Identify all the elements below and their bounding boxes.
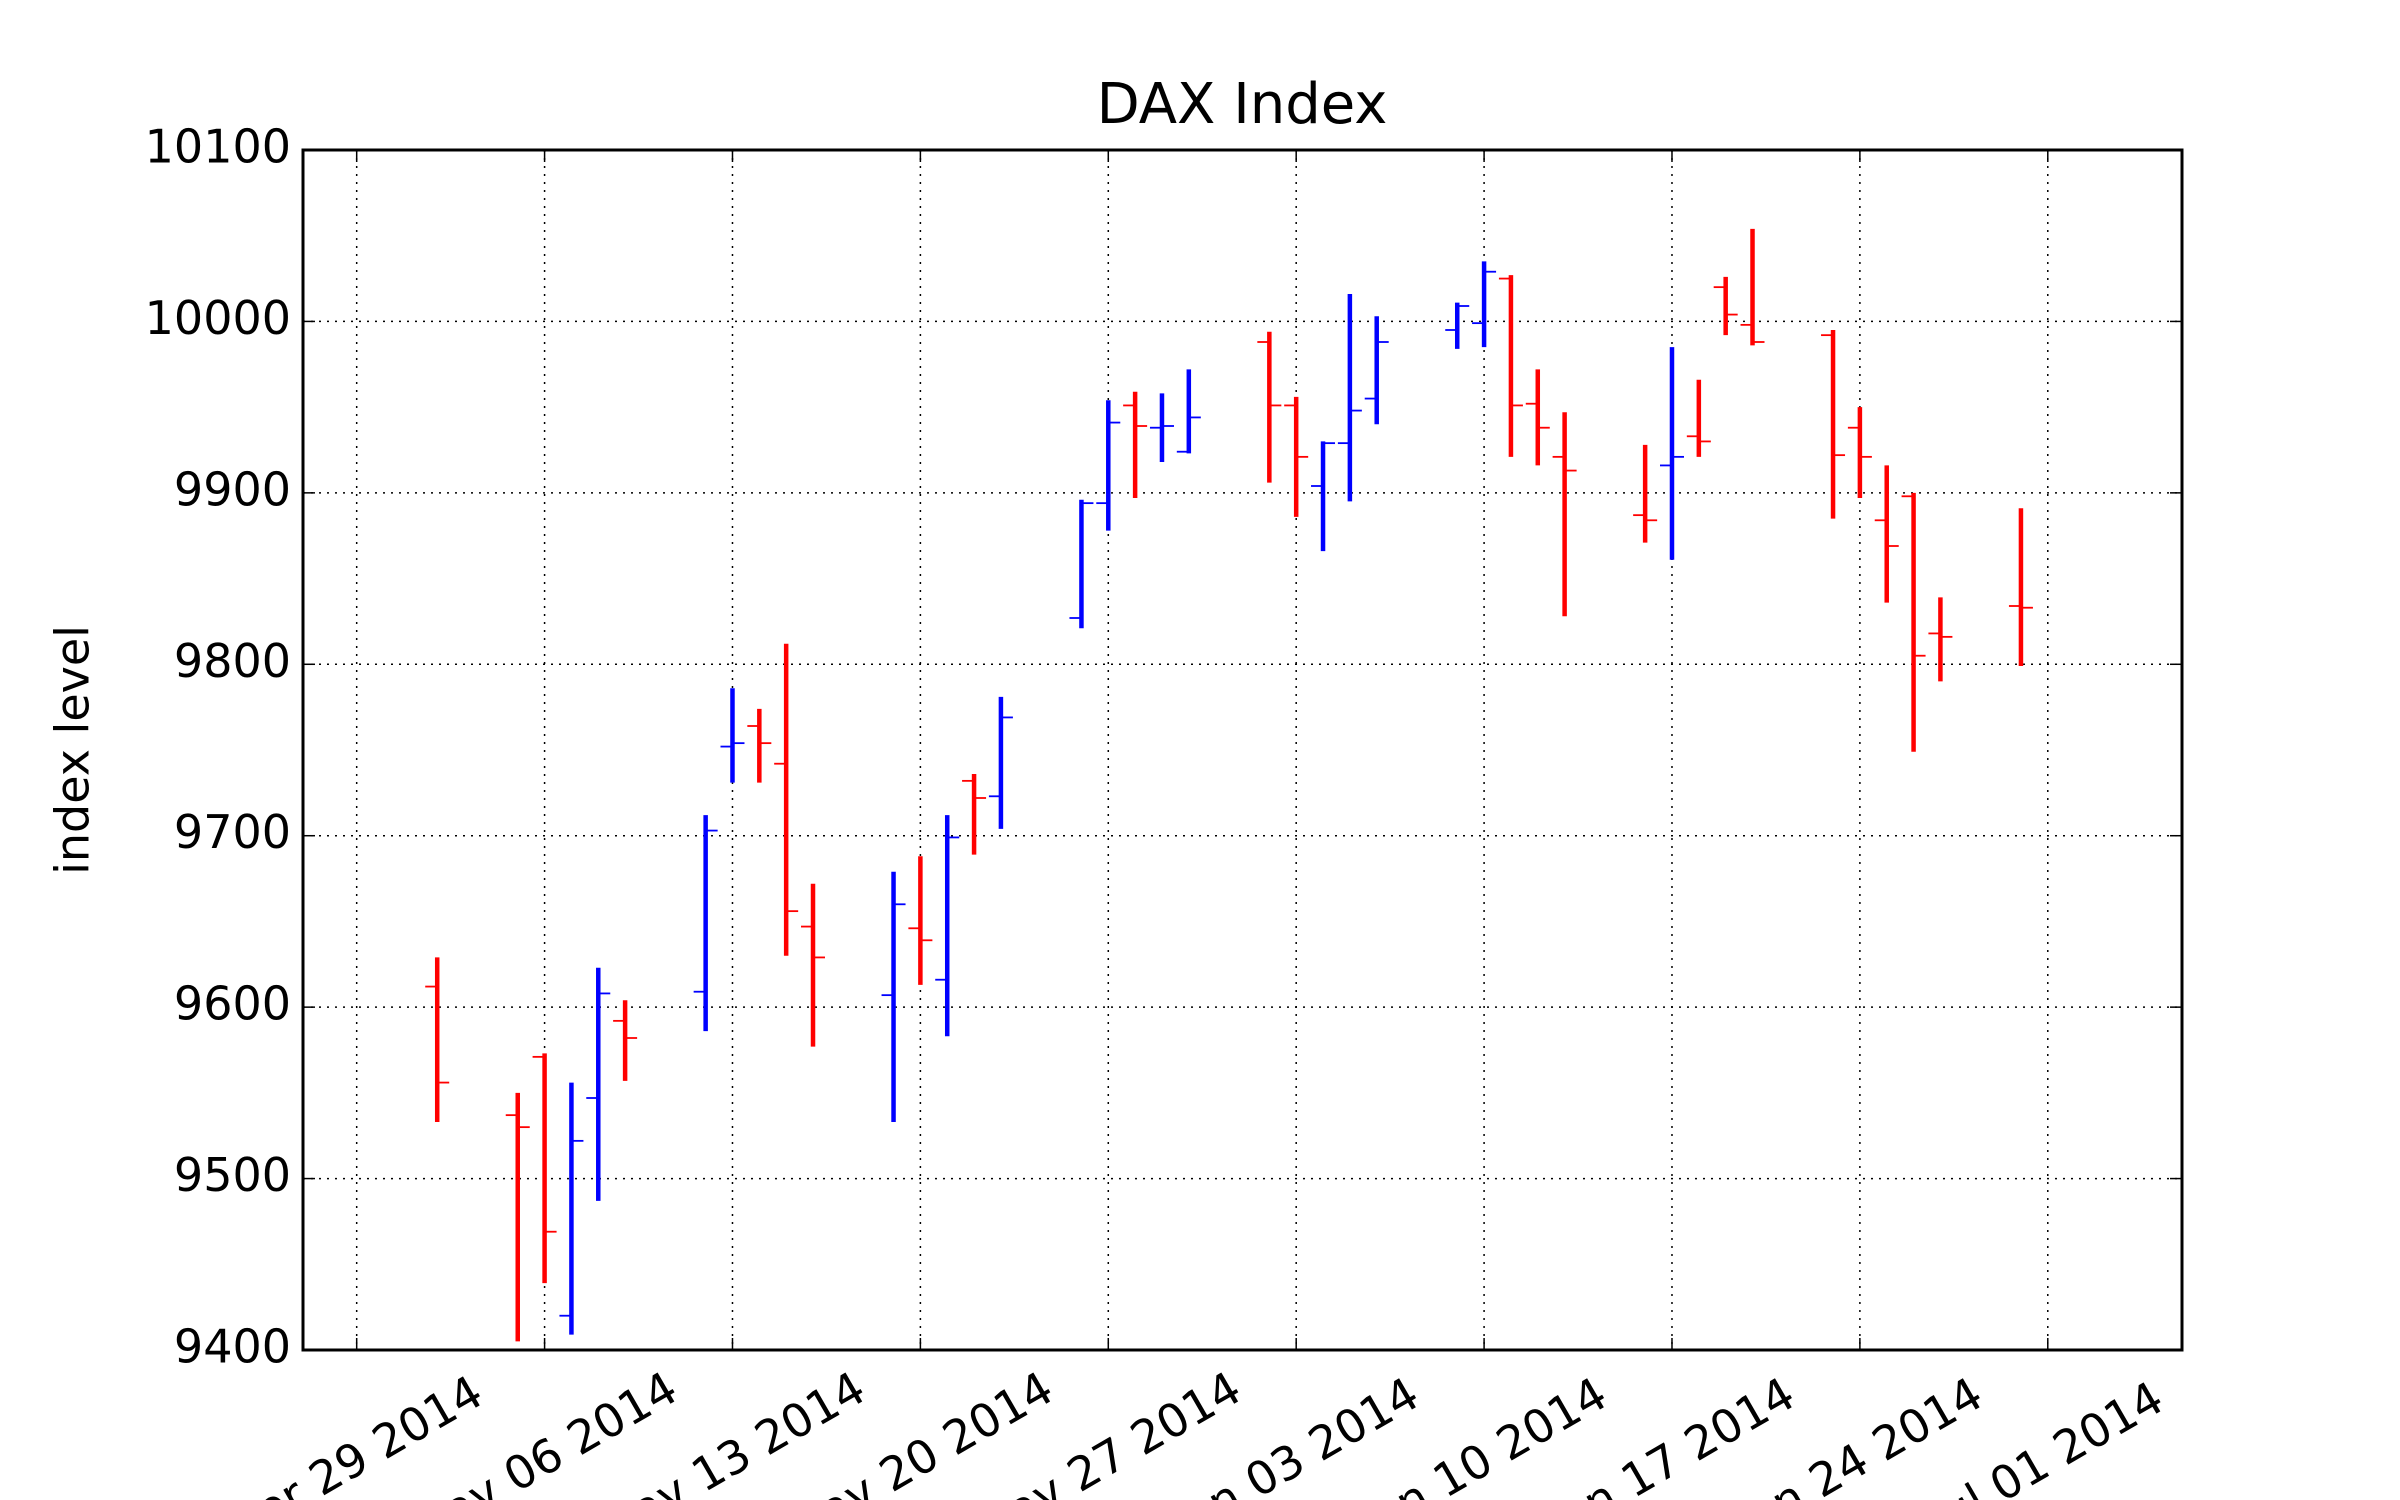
plot-frame — [301, 148, 2184, 1352]
y-tick-label: 9700 — [174, 805, 291, 859]
y-tick-label: 9600 — [174, 977, 291, 1031]
y-axis-label: index level — [46, 625, 100, 875]
y-tick-label: 9800 — [174, 634, 291, 688]
y-tick-label: 9500 — [174, 1148, 291, 1202]
chart-title: DAX Index — [1097, 72, 1388, 137]
y-tick-label: 9400 — [174, 1320, 291, 1374]
y-tick-label: 10100 — [145, 120, 291, 174]
y-tick-label: 9900 — [174, 462, 291, 516]
y-tick-label: 10000 — [145, 291, 291, 345]
plot-marks — [425, 228, 2033, 1342]
axis-ticks — [303, 149, 2182, 1351]
